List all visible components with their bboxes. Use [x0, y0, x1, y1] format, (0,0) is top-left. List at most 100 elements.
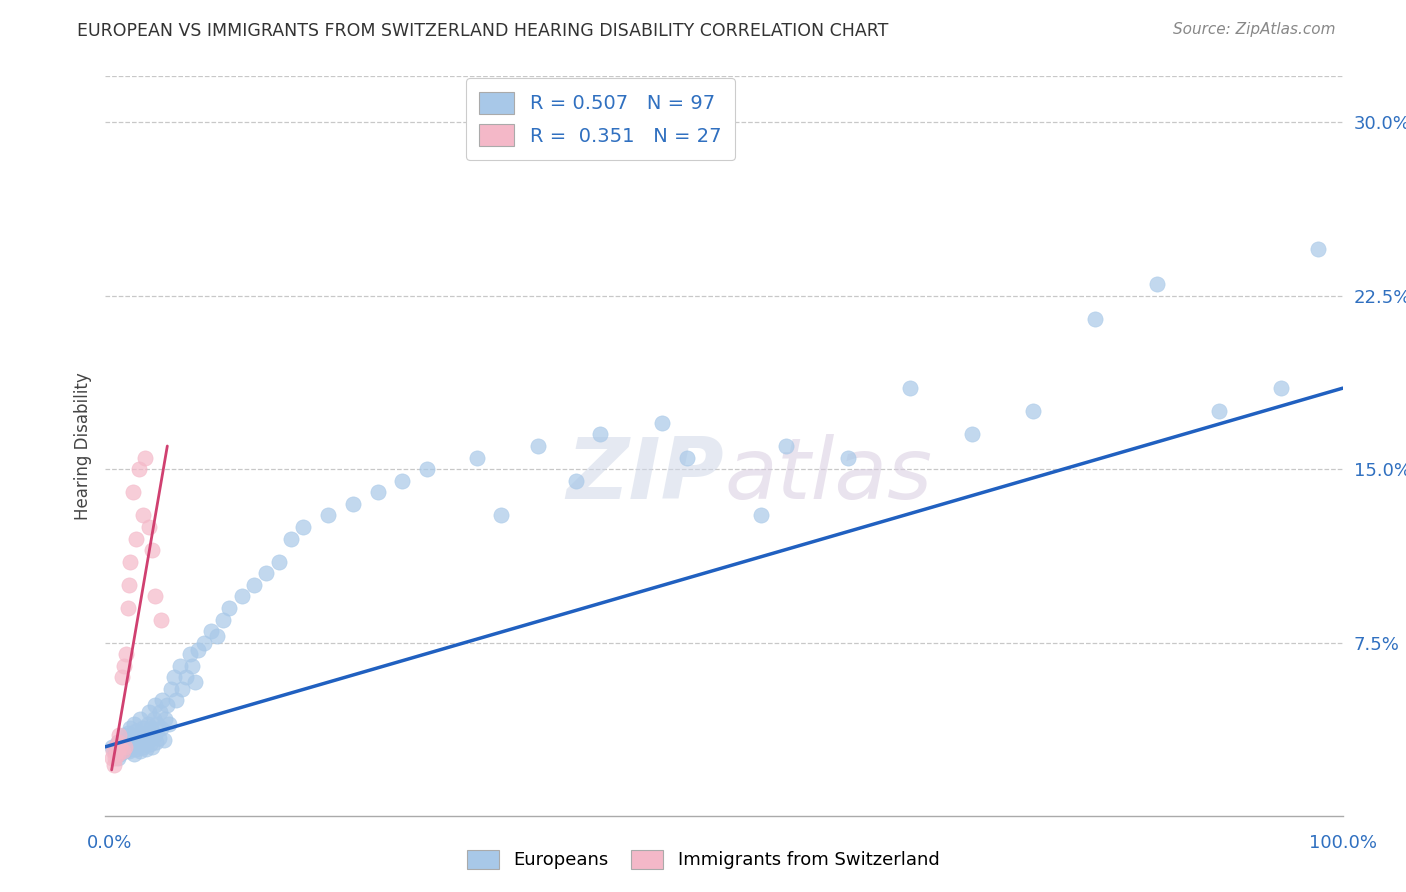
Point — [125, 742, 148, 756]
Point — [267, 555, 290, 569]
Point — [231, 590, 253, 604]
Point — [152, 732, 174, 747]
Legend: R = 0.507   N = 97, R =  0.351   N = 27: R = 0.507 N = 97, R = 0.351 N = 27 — [465, 78, 735, 160]
Point — [131, 721, 153, 735]
Point — [169, 658, 191, 673]
Point — [254, 566, 277, 581]
Point — [138, 705, 160, 719]
Point — [125, 723, 148, 738]
Point — [112, 728, 135, 742]
Point — [127, 738, 149, 752]
Point — [110, 738, 132, 752]
Text: atlas: atlas — [724, 434, 932, 517]
Point — [165, 693, 187, 707]
Point — [898, 381, 921, 395]
Point — [205, 629, 228, 643]
Point — [218, 601, 240, 615]
Point — [1146, 277, 1168, 291]
Point — [153, 712, 176, 726]
Point — [104, 744, 127, 758]
Legend: Europeans, Immigrants from Switzerland: Europeans, Immigrants from Switzerland — [458, 841, 948, 879]
Point — [107, 735, 129, 749]
Point — [146, 716, 169, 731]
Point — [150, 613, 173, 627]
Point — [527, 439, 550, 453]
Point — [187, 642, 209, 657]
Point — [316, 508, 339, 523]
Point — [292, 520, 315, 534]
Point — [749, 508, 772, 523]
Point — [111, 744, 134, 758]
Point — [104, 739, 127, 754]
Point — [115, 732, 138, 747]
Point — [110, 747, 132, 761]
Point — [148, 731, 170, 745]
Point — [129, 712, 152, 726]
Point — [108, 728, 131, 742]
Point — [837, 450, 859, 465]
Point — [120, 742, 142, 756]
Point — [121, 485, 143, 500]
Point — [110, 670, 132, 684]
Point — [141, 739, 163, 754]
Point — [200, 624, 222, 639]
Point — [960, 427, 983, 442]
Point — [118, 744, 141, 758]
Point — [280, 532, 302, 546]
Point — [117, 739, 139, 754]
Point — [775, 439, 797, 453]
Point — [1208, 404, 1230, 418]
Point — [101, 744, 124, 758]
Point — [676, 450, 699, 465]
Point — [212, 613, 235, 627]
Point — [132, 731, 155, 745]
Point — [122, 747, 145, 761]
Point — [129, 744, 152, 758]
Point — [1270, 381, 1292, 395]
Point — [112, 742, 135, 756]
Point — [134, 450, 156, 465]
Point — [114, 739, 136, 754]
Point — [416, 462, 439, 476]
Text: 100.0%: 100.0% — [1309, 834, 1376, 852]
Point — [112, 658, 135, 673]
Point — [156, 698, 179, 712]
Point — [141, 543, 163, 558]
Point — [162, 670, 184, 684]
Point — [134, 738, 156, 752]
Point — [651, 416, 673, 430]
Text: ZIP: ZIP — [567, 434, 724, 517]
Point — [110, 739, 132, 754]
Point — [564, 474, 586, 488]
Point — [243, 578, 266, 592]
Point — [124, 735, 146, 749]
Point — [131, 735, 153, 749]
Point — [100, 751, 122, 765]
Point — [172, 681, 194, 696]
Point — [342, 497, 364, 511]
Point — [143, 698, 166, 712]
Point — [136, 716, 159, 731]
Point — [193, 635, 215, 649]
Point — [128, 462, 150, 476]
Point — [114, 744, 136, 758]
Point — [465, 450, 488, 465]
Point — [183, 675, 205, 690]
Point — [135, 742, 157, 756]
Point — [138, 732, 160, 747]
Point — [131, 739, 153, 754]
Point — [125, 532, 148, 546]
Point — [1084, 311, 1107, 326]
Point — [145, 735, 167, 749]
Point — [491, 508, 513, 523]
Point — [131, 508, 153, 523]
Point — [120, 738, 142, 752]
Point — [117, 601, 139, 615]
Point — [107, 751, 129, 765]
Point — [104, 751, 127, 765]
Point — [367, 485, 389, 500]
Point — [149, 705, 172, 719]
Point — [142, 712, 165, 726]
Point — [122, 716, 145, 731]
Point — [138, 520, 160, 534]
